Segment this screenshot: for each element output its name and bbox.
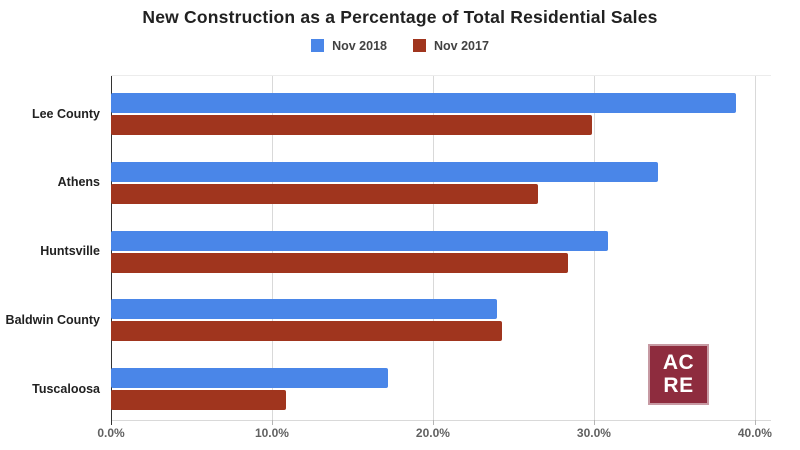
x-axis-labels: 0.0% 10.0% 20.0% 30.0% 40.0% <box>97 426 772 442</box>
legend-swatch-nov-2017 <box>413 39 426 52</box>
acre-logo-line-1: AC <box>662 350 695 374</box>
bar-nov-2017-tuscaloosa <box>111 390 287 411</box>
acre-logo-line-2: RE <box>663 373 694 397</box>
legend-swatch-nov-2018 <box>311 39 325 52</box>
legend-item-nov-2018: Nov 2018 <box>311 39 387 53</box>
category-label-tuscaloosa: Tuscaloosa <box>32 381 100 396</box>
gridline <box>754 76 756 420</box>
x-tick-label: 30.0% <box>576 426 611 440</box>
x-tick-label: 10.0% <box>254 426 289 440</box>
legend-label: Nov 2017 <box>434 38 489 53</box>
axis-tick <box>432 420 434 425</box>
y-axis-labels: Lee County Athens Huntsville Baldwin County… <box>0 75 105 419</box>
legend-item-nov-2017: Nov 2017 <box>413 39 489 53</box>
x-tick-label: 40.0% <box>737 426 772 440</box>
bar-nov-2017-baldwin-county <box>111 321 503 342</box>
bar-nov-2018-baldwin-county <box>111 299 498 320</box>
bar-nov-2018-huntsville <box>111 230 609 251</box>
bar-nov-2017-huntsville <box>111 252 569 273</box>
axis-tick <box>754 420 756 425</box>
plot-area <box>111 75 771 425</box>
chart-legend: Nov 2018 Nov 2017 <box>0 38 800 53</box>
bar-nov-2017-athens <box>111 183 538 204</box>
bar-nov-2018-athens <box>111 161 659 182</box>
category-label-baldwin-county: Baldwin County <box>5 312 100 327</box>
axis-tick <box>593 420 595 425</box>
bar-nov-2018-tuscaloosa <box>111 368 388 389</box>
chart-title: New Construction as a Percentage of Tota… <box>142 7 658 27</box>
x-tick-label: 0.0% <box>97 426 125 440</box>
bar-nov-2017-lee-county <box>111 115 593 135</box>
axis-tick <box>271 420 273 425</box>
bar-nov-2018-lee-county <box>111 93 736 113</box>
category-label-lee-county: Lee County <box>31 106 100 121</box>
category-label-huntsville: Huntsville <box>40 244 100 259</box>
x-tick-label: 20.0% <box>415 426 450 440</box>
axis-tick <box>111 420 112 425</box>
category-label-athens: Athens <box>57 175 100 190</box>
legend-label: Nov 2018 <box>332 38 387 53</box>
acre-logo: AC RE <box>648 344 709 405</box>
